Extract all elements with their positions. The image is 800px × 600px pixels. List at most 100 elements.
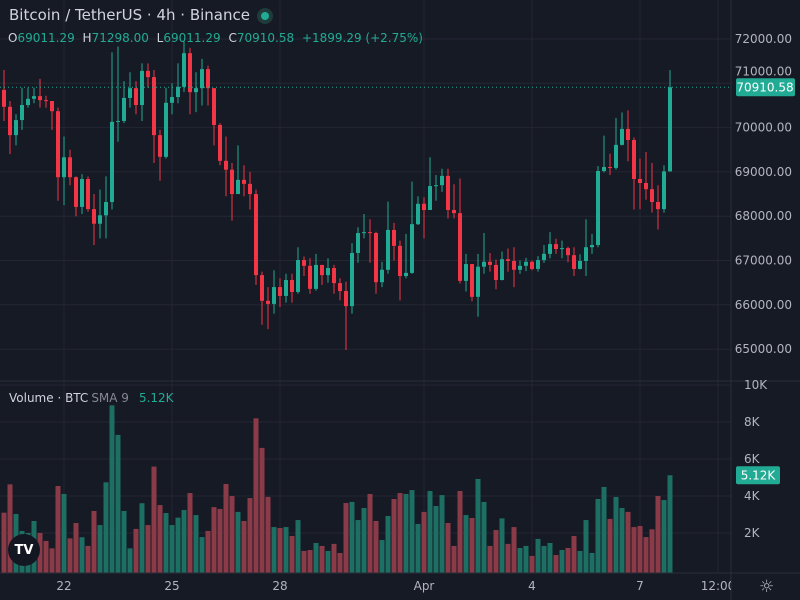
candle-body <box>464 264 468 281</box>
candle <box>242 165 246 197</box>
volume-tick-label: 2K <box>744 526 761 540</box>
candle <box>440 168 444 192</box>
price-tick-label: 65000.00 <box>735 342 792 356</box>
candle-body <box>590 244 594 248</box>
candle <box>158 129 162 181</box>
volume-bar <box>55 486 61 573</box>
candle-body <box>248 183 252 195</box>
candle <box>290 273 294 303</box>
candle-body <box>500 259 504 280</box>
volume-bar <box>337 552 343 573</box>
candle-body <box>386 229 390 270</box>
volume-bar <box>385 515 391 573</box>
candle <box>512 247 516 288</box>
volume-bar <box>181 510 187 573</box>
volume-bar <box>169 525 175 573</box>
volume-bar <box>523 545 529 573</box>
volume-bar <box>163 513 169 573</box>
candle <box>314 253 318 291</box>
candle-body <box>212 88 216 125</box>
volume-legend[interactable]: Volume · BTC SMA 9 5.12K <box>9 391 174 405</box>
candle <box>104 176 108 239</box>
candle-body <box>206 69 210 89</box>
candle-body <box>200 69 204 89</box>
candle <box>38 78 42 108</box>
tradingview-logo-icon[interactable]: TV <box>8 534 40 566</box>
candle <box>536 256 540 272</box>
volume-bar <box>49 548 55 573</box>
volume-bar <box>475 478 481 573</box>
volume-bar <box>487 545 493 573</box>
candle <box>284 273 288 303</box>
volume-bar <box>463 515 469 573</box>
close-value: 70910.58 <box>236 31 295 45</box>
candle <box>404 233 408 279</box>
candle <box>92 194 96 245</box>
volume-bar <box>529 555 535 573</box>
candle <box>668 70 672 172</box>
market-status-icon[interactable] <box>257 8 273 24</box>
candle <box>32 87 36 104</box>
volume-bar <box>121 510 127 573</box>
candle <box>566 246 570 263</box>
candle <box>422 197 426 239</box>
volume-bar <box>499 518 505 573</box>
volume-bar <box>445 523 451 573</box>
candle-body <box>254 194 258 276</box>
volume-bar <box>409 490 415 573</box>
volume-bar <box>1 512 7 573</box>
candle-body <box>26 98 30 106</box>
symbol-title[interactable]: Bitcoin / TetherUS · 4h · Binance <box>9 6 250 24</box>
candle-body <box>92 209 96 224</box>
volume-bar <box>355 520 361 573</box>
candles <box>2 41 672 350</box>
volume-bar <box>211 507 217 573</box>
candle <box>452 184 456 219</box>
volume-bar <box>175 517 181 573</box>
candle-body <box>398 245 402 277</box>
volume-bar <box>331 543 337 573</box>
candle-body <box>374 233 378 283</box>
time-axis[interactable]: 22 25 28 Apr 4 7 12:00 <box>56 579 735 593</box>
candle-body <box>428 186 432 210</box>
candle <box>428 157 432 210</box>
candle <box>50 101 54 130</box>
volume-bar <box>151 466 157 573</box>
volume-bar <box>601 486 607 573</box>
candle <box>446 168 450 219</box>
candle <box>386 201 390 274</box>
candle-body <box>554 244 558 249</box>
candle-body <box>416 203 420 225</box>
candle <box>500 251 504 281</box>
candle <box>356 227 360 263</box>
volume-bar <box>571 535 577 573</box>
candle <box>170 83 174 115</box>
candle-body <box>488 261 492 265</box>
volume-axis[interactable]: 10K 8K 6K 4K 2K <box>744 378 768 540</box>
candle <box>380 261 384 288</box>
candle-body <box>314 264 318 289</box>
candle <box>20 87 24 130</box>
time-tick-label: 7 <box>636 579 644 593</box>
candle-body <box>104 202 108 216</box>
volume-bar <box>619 508 625 573</box>
volume-bar <box>583 520 589 573</box>
price-tick-label: 67000.00 <box>735 254 792 268</box>
candle <box>410 181 414 274</box>
sun-gear-icon[interactable]: ☼ <box>759 577 775 597</box>
candle <box>194 72 198 113</box>
candle <box>626 110 630 162</box>
volume-bar <box>565 547 571 573</box>
candle-body <box>476 266 480 297</box>
candle <box>662 165 666 213</box>
price-axis[interactable]: 72000.00 71000.00 70000.00 69000.00 68000.00… <box>735 32 792 356</box>
candle-body <box>338 283 342 292</box>
candle-body <box>170 97 174 103</box>
candle-body <box>320 264 324 276</box>
volume-bar <box>595 498 601 573</box>
candle-body <box>164 102 168 157</box>
candle <box>230 163 234 221</box>
volume-name: Volume · BTC <box>9 391 89 405</box>
candle <box>464 253 468 292</box>
